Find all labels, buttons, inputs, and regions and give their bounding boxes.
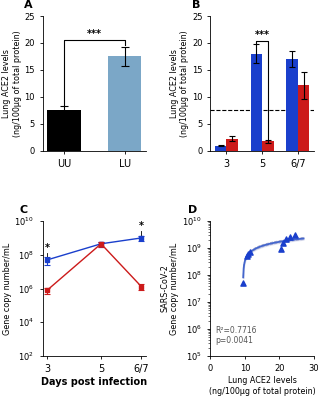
Point [292,232,298,238]
Y-axis label: Lung ACE2 levels
(ng/100μg of total protein): Lung ACE2 levels (ng/100μg of total prot… [170,30,189,137]
Point [280,240,285,246]
Bar [298,85,309,151]
Point [287,234,292,240]
Text: D: D [188,205,197,215]
Bar [286,59,298,151]
Y-axis label: SARS-CoV-2
Gene copy number/mL: SARS-CoV-2 Gene copy number/mL [0,242,12,335]
Point [279,246,284,252]
Y-axis label: Lung ACE2 levels
(ng/100μg of total protein): Lung ACE2 levels (ng/100μg of total prot… [2,30,22,137]
X-axis label: Days post infection: Days post infection [41,377,147,387]
Text: *: * [45,243,50,253]
Bar [47,110,81,151]
Bar [215,146,227,151]
Y-axis label: SARS-CoV-2
Gene copy number/mL: SARS-CoV-2 Gene copy number/mL [160,242,180,335]
Text: R²=0.7716
p=0.0041: R²=0.7716 p=0.0041 [215,326,257,345]
Text: B: B [192,0,200,10]
Text: ***: *** [255,30,270,40]
Text: C: C [20,205,28,215]
Point [244,253,249,259]
Point [241,280,246,286]
X-axis label: Lung ACE2 levels
(ng/100μg of total protein): Lung ACE2 levels (ng/100μg of total prot… [209,376,316,396]
Bar [262,141,274,151]
Text: *: * [139,221,144,231]
Point [246,251,251,257]
Bar [227,138,238,151]
Text: A: A [24,0,32,10]
Text: ***: *** [87,29,102,39]
Point [284,236,289,242]
Bar [108,56,141,151]
Point [248,249,253,256]
Bar [251,54,262,151]
